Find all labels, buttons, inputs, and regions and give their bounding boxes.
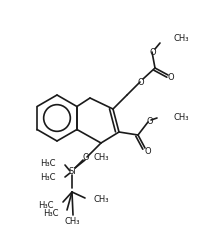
Text: H₃C: H₃C	[41, 173, 56, 183]
Text: H₃C: H₃C	[41, 158, 56, 168]
Text: O: O	[147, 117, 153, 125]
Text: CH₃: CH₃	[64, 218, 80, 227]
Text: CH₃: CH₃	[173, 34, 189, 43]
Text: O: O	[168, 73, 174, 82]
Text: O: O	[145, 146, 151, 156]
Text: O: O	[150, 47, 156, 56]
Text: H₃C: H₃C	[43, 208, 59, 218]
Text: CH₃: CH₃	[93, 153, 108, 161]
Text: O: O	[83, 153, 89, 161]
Text: CH₃: CH₃	[173, 113, 189, 121]
Text: Si: Si	[68, 168, 76, 176]
Text: H₃C: H₃C	[38, 200, 54, 209]
Text: O: O	[138, 78, 144, 86]
Text: CH₃: CH₃	[93, 196, 108, 204]
